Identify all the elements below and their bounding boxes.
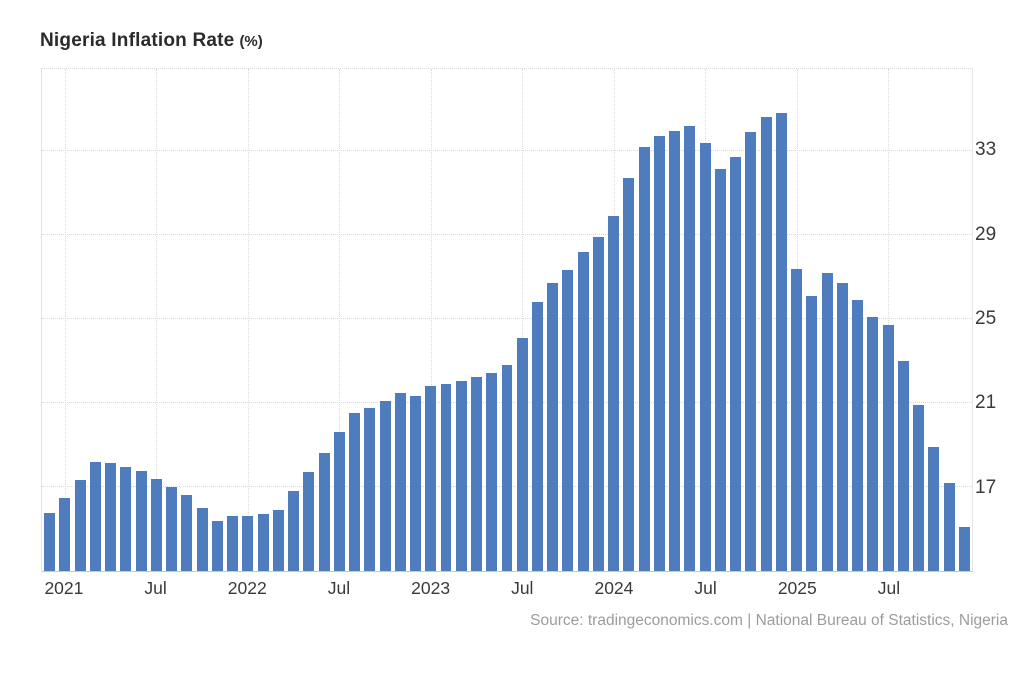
bar-2024-05[interactable] [669, 130, 681, 571]
bar-2022-05[interactable] [303, 472, 315, 571]
bar-2023-06[interactable] [501, 365, 513, 571]
bar-2025-04[interactable] [836, 283, 848, 571]
bar-2023-10[interactable] [562, 270, 574, 571]
bar-2025-05[interactable] [852, 300, 864, 571]
bar-2024-06[interactable] [684, 125, 696, 571]
bar-2024-12[interactable] [775, 113, 787, 571]
y-tick-label-21: 21 [975, 392, 997, 414]
bar-2024-11[interactable] [760, 117, 772, 571]
gridline-v-2023-07 [522, 69, 524, 571]
bar-2023-12[interactable] [592, 236, 604, 571]
bar-2022-10[interactable] [379, 401, 391, 571]
y-tick-label-17: 17 [975, 476, 997, 498]
bar-2022-09[interactable] [364, 407, 376, 571]
gridline-v-2025-07 [888, 69, 890, 571]
bar-2024-04[interactable] [653, 136, 665, 571]
bar-2024-08[interactable] [714, 168, 726, 571]
y-tick-label-25: 25 [975, 307, 997, 329]
bar-2025-09[interactable] [913, 405, 925, 571]
bar-2022-12[interactable] [410, 395, 421, 571]
y-axis: 17 21 25 29 33 [975, 0, 1024, 700]
bar-2021-10[interactable] [196, 508, 208, 571]
bar-2023-09[interactable] [547, 282, 559, 571]
bar-2022-02[interactable] [257, 514, 269, 571]
gridline-v-2022-07 [339, 69, 341, 571]
bar-2020-12[interactable] [44, 513, 56, 571]
chart-title: Nigeria Inflation Rate [40, 30, 235, 51]
bar-2021-03[interactable] [89, 462, 101, 571]
bar-2025-11[interactable] [943, 482, 955, 571]
bar-2023-07[interactable] [516, 338, 528, 571]
bar-2025-08[interactable] [897, 360, 909, 571]
bar-2023-01[interactable] [425, 385, 437, 571]
bar-2023-04[interactable] [471, 377, 482, 571]
chart-title-unit: (%) [239, 33, 263, 50]
bar-2023-02[interactable] [440, 383, 452, 571]
bar-2022-01[interactable] [242, 516, 254, 571]
bar-2021-09[interactable] [181, 494, 193, 571]
bar-2025-10[interactable] [928, 447, 940, 571]
x-tick-label-2021-01: 2021 [44, 578, 84, 598]
gridline-v-2021-07 [156, 69, 158, 571]
bar-2024-02[interactable] [623, 178, 635, 571]
bar-2022-08[interactable] [349, 413, 361, 571]
bar-2022-11[interactable] [394, 393, 406, 571]
x-tick-label-2024-01: 2024 [594, 578, 634, 598]
x-tick-label-2025-01: 2025 [777, 578, 817, 598]
bar-2025-01[interactable] [791, 268, 803, 571]
bar-2025-12[interactable] [958, 526, 970, 571]
chart-plot-area [41, 68, 973, 572]
bar-2021-12[interactable] [227, 515, 239, 571]
gridline-v-2023-01 [430, 69, 432, 571]
bar-2023-05[interactable] [486, 373, 498, 571]
gridline-h-33 [42, 149, 972, 151]
x-tick-label-2023-07: Jul [511, 578, 534, 598]
bar-2022-04[interactable] [288, 490, 300, 571]
x-tick-label-2022-01: 2022 [227, 578, 267, 598]
gridline-v-2021-01 [64, 69, 66, 571]
bar-2021-11[interactable] [211, 520, 223, 571]
bar-2021-02[interactable] [74, 480, 86, 571]
y-tick-label-29: 29 [975, 223, 997, 245]
bar-2025-02[interactable] [806, 295, 818, 571]
x-tick-label-2023-01: 2023 [411, 578, 451, 598]
x-tick-label-2025-07: Jul [877, 578, 901, 598]
bar-2023-11[interactable] [577, 251, 589, 571]
source-credit: Source: tradingeconomics.com | National … [530, 612, 1008, 629]
bar-2024-07[interactable] [699, 142, 711, 571]
x-tick-label-2021-07: Jul [144, 578, 167, 598]
x-tick-label-2022-07: Jul [327, 578, 351, 598]
bar-2021-07[interactable] [150, 479, 162, 571]
bar-2025-07[interactable] [882, 325, 894, 571]
bar-2024-01[interactable] [608, 216, 620, 571]
bar-2024-09[interactable] [730, 157, 742, 571]
bar-2023-03[interactable] [455, 381, 467, 571]
gridline-v-2022-01 [247, 69, 249, 571]
bar-2023-08[interactable] [532, 302, 543, 571]
y-tick-label-33: 33 [975, 139, 997, 161]
bar-2022-07[interactable] [333, 431, 345, 571]
bar-2021-01[interactable] [59, 498, 71, 571]
gridline-h-25 [42, 317, 972, 319]
x-tick-label-2024-07: Jul [694, 578, 717, 598]
bar-2021-05[interactable] [120, 467, 132, 571]
bar-2022-06[interactable] [318, 453, 330, 571]
bar-2022-03[interactable] [272, 509, 284, 571]
bar-2021-04[interactable] [105, 463, 117, 571]
bar-2024-10[interactable] [745, 132, 757, 571]
bar-2024-03[interactable] [638, 146, 650, 571]
bar-2025-06[interactable] [867, 316, 879, 571]
bar-2025-03[interactable] [821, 272, 833, 571]
gridline-h-29 [42, 233, 972, 235]
bar-2021-06[interactable] [135, 471, 147, 571]
page-title: Nigeria Inflation Rate (%) [40, 30, 263, 52]
bar-2021-08[interactable] [166, 486, 178, 571]
